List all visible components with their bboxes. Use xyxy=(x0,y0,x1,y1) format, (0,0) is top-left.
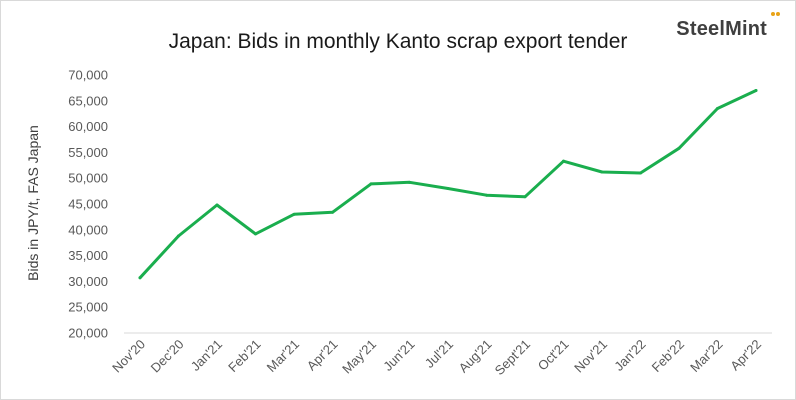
y-tick-label: 35,000 xyxy=(68,248,108,263)
y-tick-label: 65,000 xyxy=(68,93,108,108)
chart-title: Japan: Bids in monthly Kanto scrap expor… xyxy=(168,30,628,53)
data-point xyxy=(331,210,334,214)
series-points xyxy=(138,88,758,280)
brand-wordmark: SteelMint xyxy=(676,18,767,40)
data-point xyxy=(254,232,257,236)
data-point xyxy=(485,193,488,197)
data-point xyxy=(138,276,142,280)
data-point xyxy=(754,88,758,92)
x-axis: Nov'20 Dec'20 Jan'21 Feb'21 Mar'21 Apr'21May'… xyxy=(109,337,764,378)
y-tick-label: 25,000 xyxy=(68,300,108,315)
data-point xyxy=(600,170,604,174)
x-tick-label: Feb'21 xyxy=(225,337,263,375)
data-point xyxy=(292,212,296,216)
x-tick-label: Mar'22 xyxy=(687,337,725,375)
x-tick-label: Jun'21 xyxy=(380,337,417,374)
y-tick-label: 45,000 xyxy=(68,197,108,212)
x-tick-label: Feb'22 xyxy=(649,337,687,375)
brand-logo: SteelMint xyxy=(676,10,782,40)
brand-dots-icon xyxy=(768,12,782,40)
y-tick-label: 40,000 xyxy=(68,222,108,237)
x-tick-label: May'21 xyxy=(339,337,379,377)
y-tick-label: 55,000 xyxy=(68,145,108,160)
data-point xyxy=(177,234,180,238)
data-point xyxy=(369,182,373,186)
data-point xyxy=(677,146,681,150)
data-point xyxy=(716,107,719,111)
x-tick-label: Dec'20 xyxy=(148,337,187,376)
y-tick-label: 50,000 xyxy=(68,171,108,186)
x-tick-label: Aug'21 xyxy=(456,337,495,376)
x-tick-label: Apr'21 xyxy=(304,337,341,374)
x-tick-label: Nov'21 xyxy=(571,337,610,376)
x-tick-label: Jan'21 xyxy=(188,337,225,374)
series-line xyxy=(138,89,758,280)
x-tick-label: Mar'21 xyxy=(264,337,302,375)
x-tick-label: Apr'22 xyxy=(727,337,764,374)
y-tick-label: 20,000 xyxy=(68,326,108,341)
x-tick-label: Oct'21 xyxy=(535,337,572,374)
y-axis: 20,000 25,000 30,000 35,000 40,000 45,000 50,0… xyxy=(68,68,108,341)
data-point xyxy=(562,159,565,163)
data-point xyxy=(639,171,642,175)
y-tick-label: 30,000 xyxy=(68,274,108,289)
x-tick-label: Nov'20 xyxy=(109,337,148,376)
y-axis-title: Bids in JPY/t, FAS Japan xyxy=(25,125,41,281)
data-point xyxy=(215,203,219,207)
y-tick-label: 70,000 xyxy=(68,68,108,83)
data-point xyxy=(408,180,411,184)
data-point xyxy=(523,195,527,199)
x-tick-label: Jan'22 xyxy=(611,337,648,374)
data-point xyxy=(446,187,450,191)
y-tick-label: 60,000 xyxy=(68,119,108,134)
x-tick-label: Sept'21 xyxy=(492,337,533,378)
x-tick-label: Jul'21 xyxy=(422,337,456,371)
